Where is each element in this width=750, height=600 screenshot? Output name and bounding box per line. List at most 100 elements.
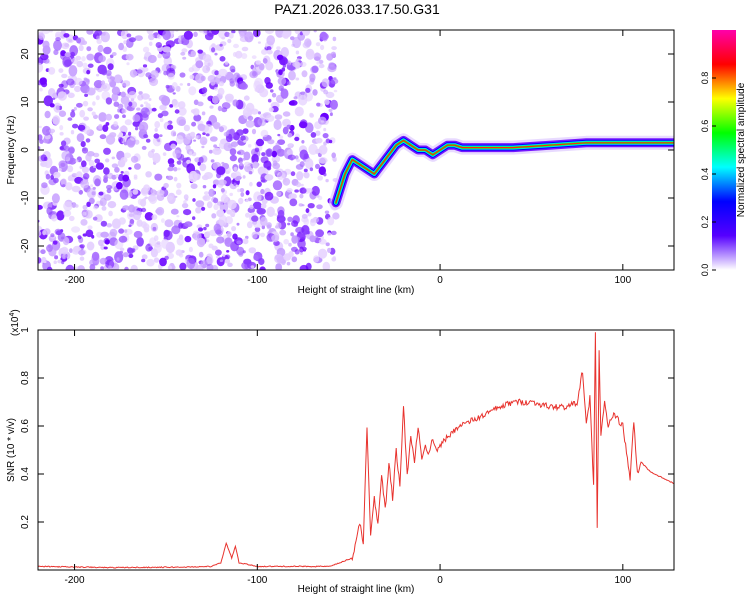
noise-speckle — [68, 157, 77, 165]
noise-speckle — [225, 71, 234, 81]
noise-speckle — [43, 228, 51, 236]
noise-speckle — [311, 65, 319, 73]
noise-speckle — [202, 132, 206, 136]
noise-speckle — [78, 249, 86, 256]
noise-speckle — [86, 241, 95, 251]
noise-speckle — [286, 188, 293, 193]
noise-speckle — [251, 215, 259, 222]
noise-speckle — [240, 135, 246, 141]
noise-speckle — [279, 135, 284, 139]
noise-speckle — [283, 238, 290, 245]
noise-speckle — [120, 91, 126, 98]
noise-speckle — [122, 174, 130, 182]
noise-speckle — [305, 87, 311, 93]
noise-speckle — [242, 157, 246, 161]
noise-speckle — [159, 134, 163, 138]
noise-speckle — [142, 198, 147, 202]
noise-speckle — [62, 237, 70, 246]
noise-speckle — [51, 214, 58, 222]
noise-speckle — [113, 101, 120, 107]
noise-speckle — [296, 93, 303, 100]
noise-speckle — [108, 210, 113, 217]
colorbar-tick-label: 0.4 — [700, 168, 710, 181]
noise-speckle — [182, 56, 187, 60]
noise-speckle — [290, 171, 296, 177]
noise-speckle — [217, 105, 222, 112]
noise-speckle — [258, 111, 261, 115]
noise-speckle — [305, 158, 314, 170]
noise-speckle — [277, 77, 287, 86]
noise-speckle — [106, 184, 113, 190]
noise-speckle — [39, 77, 47, 85]
noise-speckle — [320, 120, 325, 123]
noise-speckle — [49, 103, 55, 108]
noise-speckle — [213, 122, 221, 130]
noise-speckle — [46, 244, 53, 252]
noise-speckle — [203, 232, 210, 238]
noise-speckle — [136, 69, 143, 74]
noise-speckle — [62, 184, 66, 188]
noise-speckle — [243, 139, 247, 143]
noise-speckle — [264, 174, 274, 181]
noise-speckle — [58, 68, 64, 73]
noise-speckle — [193, 233, 200, 241]
noise-speckle — [100, 231, 109, 238]
noise-speckle — [299, 251, 303, 255]
noise-speckle — [194, 135, 199, 139]
noise-speckle — [244, 161, 251, 167]
noise-speckle — [153, 235, 159, 242]
noise-speckle — [328, 108, 333, 112]
noise-speckle — [241, 46, 249, 52]
noise-speckle — [230, 141, 239, 147]
noise-speckle — [64, 59, 72, 67]
noise-speckle — [306, 188, 313, 193]
noise-speckle — [236, 74, 240, 78]
noise-speckle — [162, 152, 167, 157]
noise-speckle — [56, 210, 65, 221]
noise-speckle — [302, 30, 311, 36]
noise-speckle — [121, 80, 131, 87]
noise-speckle — [239, 188, 245, 193]
noise-speckle — [283, 121, 288, 125]
x-tick-label: -200 — [65, 575, 85, 586]
noise-speckle — [232, 132, 240, 141]
noise-speckle — [121, 108, 127, 114]
noise-speckle — [130, 101, 138, 108]
noise-speckle — [108, 265, 113, 270]
noise-speckle — [191, 121, 197, 127]
y-tick-label: 0 — [20, 147, 31, 153]
noise-speckle — [216, 236, 225, 244]
noise-speckle — [123, 152, 131, 159]
noise-speckle — [272, 180, 283, 191]
snr-x-axis-label: Height of straight line (km) — [298, 584, 415, 595]
noise-speckle — [43, 95, 53, 107]
noise-speckle — [211, 213, 217, 219]
noise-speckle — [167, 158, 175, 165]
noise-speckle — [163, 182, 169, 189]
noise-speckle — [318, 166, 326, 176]
noise-speckle — [166, 175, 174, 181]
noise-speckle — [186, 159, 191, 165]
noise-speckle — [298, 121, 308, 129]
noise-speckle — [202, 54, 212, 63]
noise-speckle — [69, 248, 73, 254]
noise-speckle — [264, 30, 275, 35]
svg-text:(x104): (x104) — [9, 309, 21, 336]
noise-speckle — [266, 49, 273, 55]
noise-speckle — [87, 225, 93, 230]
noise-speckle — [79, 244, 85, 249]
noise-speckle — [305, 208, 310, 214]
colorbar-ticks: 0.0 0.2 0.4 0.6 0.8 — [700, 72, 716, 276]
noise-speckle — [239, 161, 243, 166]
noise-speckle — [316, 102, 321, 107]
noise-speckle — [111, 163, 119, 168]
noise-speckle — [183, 30, 193, 40]
noise-speckle — [271, 92, 277, 98]
noise-speckle — [185, 144, 191, 152]
x-tick-label: 0 — [437, 275, 443, 286]
noise-speckle — [91, 234, 95, 239]
noise-speckle — [183, 124, 190, 132]
colorbar — [712, 30, 736, 270]
noise-speckle — [41, 182, 48, 189]
noise-speckle — [280, 47, 289, 58]
